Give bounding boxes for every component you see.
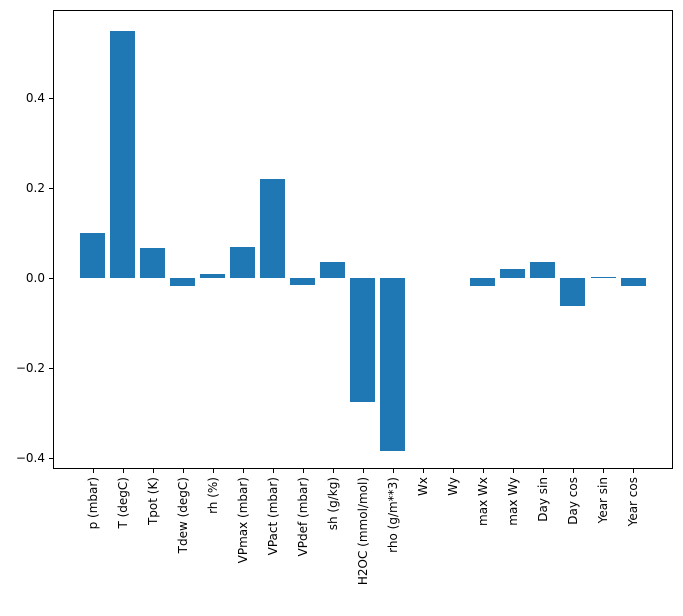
x-tick-label: Wx (415, 477, 430, 496)
y-tick-mark (49, 278, 53, 279)
y-tick-label: 0.0 (25, 271, 45, 285)
plot-area (53, 10, 673, 469)
x-tick-mark (633, 469, 634, 473)
x-tick-mark (273, 469, 274, 473)
x-tick-label: rho (g/m**3) (385, 477, 400, 553)
x-tick-mark (423, 469, 424, 473)
y-tick-mark (49, 458, 53, 459)
x-tick-label: VPmax (mbar) (235, 477, 250, 564)
y-tick-mark (49, 188, 53, 189)
bar-p-mbar (80, 233, 105, 278)
x-tick-mark (393, 469, 394, 473)
x-tick-mark (153, 469, 154, 473)
x-tick-mark (483, 469, 484, 473)
x-tick-label: Tdew (degC) (175, 477, 190, 554)
x-tick-label: Year cos (626, 477, 641, 527)
x-tick-mark (543, 469, 544, 473)
x-tick-label: T (degC) (115, 477, 130, 529)
x-tick-label: Tpot (K) (145, 477, 160, 526)
x-tick-label: max Wy (505, 477, 520, 526)
x-tick-label: max Wx (475, 477, 490, 526)
bar-h2oc-mmol-mol (350, 278, 376, 402)
x-tick-label: H2OC (mmol/mol) (355, 477, 370, 586)
y-tick-label: 0.2 (25, 181, 45, 195)
bar-tdew-degc (170, 278, 196, 287)
bar-max-wy (500, 269, 526, 278)
bar-t-degc (110, 30, 136, 278)
x-tick-label: VPact (mbar) (265, 477, 280, 556)
y-tick-label: −0.2 (15, 361, 45, 375)
x-tick-label: p (mbar) (85, 477, 100, 530)
x-tick-label: Year sin (596, 477, 610, 524)
x-tick-label: Day cos (565, 477, 580, 525)
x-tick-mark (123, 469, 124, 473)
bar-max-wx (470, 278, 496, 287)
x-tick-mark (183, 469, 184, 473)
x-tick-mark (213, 469, 214, 473)
y-tick-label: 0.4 (25, 91, 45, 105)
x-tick-label: Wy (445, 477, 460, 496)
x-tick-mark (303, 469, 304, 473)
y-tick-mark (49, 98, 53, 99)
x-tick-mark (243, 469, 244, 473)
x-tick-mark (573, 469, 574, 473)
bar-day-sin (530, 261, 556, 278)
x-tick-label: Day sin (535, 477, 550, 522)
bar-day-cos (560, 278, 586, 306)
x-tick-label: VPdef (mbar) (295, 477, 310, 557)
bar-year-sin (590, 277, 616, 278)
x-tick-mark (363, 469, 364, 473)
x-tick-mark (603, 469, 604, 473)
y-tick-label: −0.4 (15, 451, 45, 465)
x-tick-mark (333, 469, 334, 473)
bar-vpmax-mbar (230, 246, 256, 278)
bar-year-cos (620, 278, 646, 287)
bar-rh (200, 273, 226, 278)
x-tick-label: sh (g/kg) (325, 477, 340, 531)
x-tick-mark (453, 469, 454, 473)
bar-vpact-mbar (260, 179, 286, 278)
bar-vpdef-mbar (290, 278, 316, 286)
x-tick-mark (93, 469, 94, 473)
y-tick-mark (49, 368, 53, 369)
x-tick-mark (513, 469, 514, 473)
x-tick-label: rh (%) (205, 477, 220, 514)
bar-sh-g-kg (320, 261, 346, 278)
bar-rho-g-m-3 (380, 278, 406, 451)
bar-tpot-k (140, 247, 166, 278)
